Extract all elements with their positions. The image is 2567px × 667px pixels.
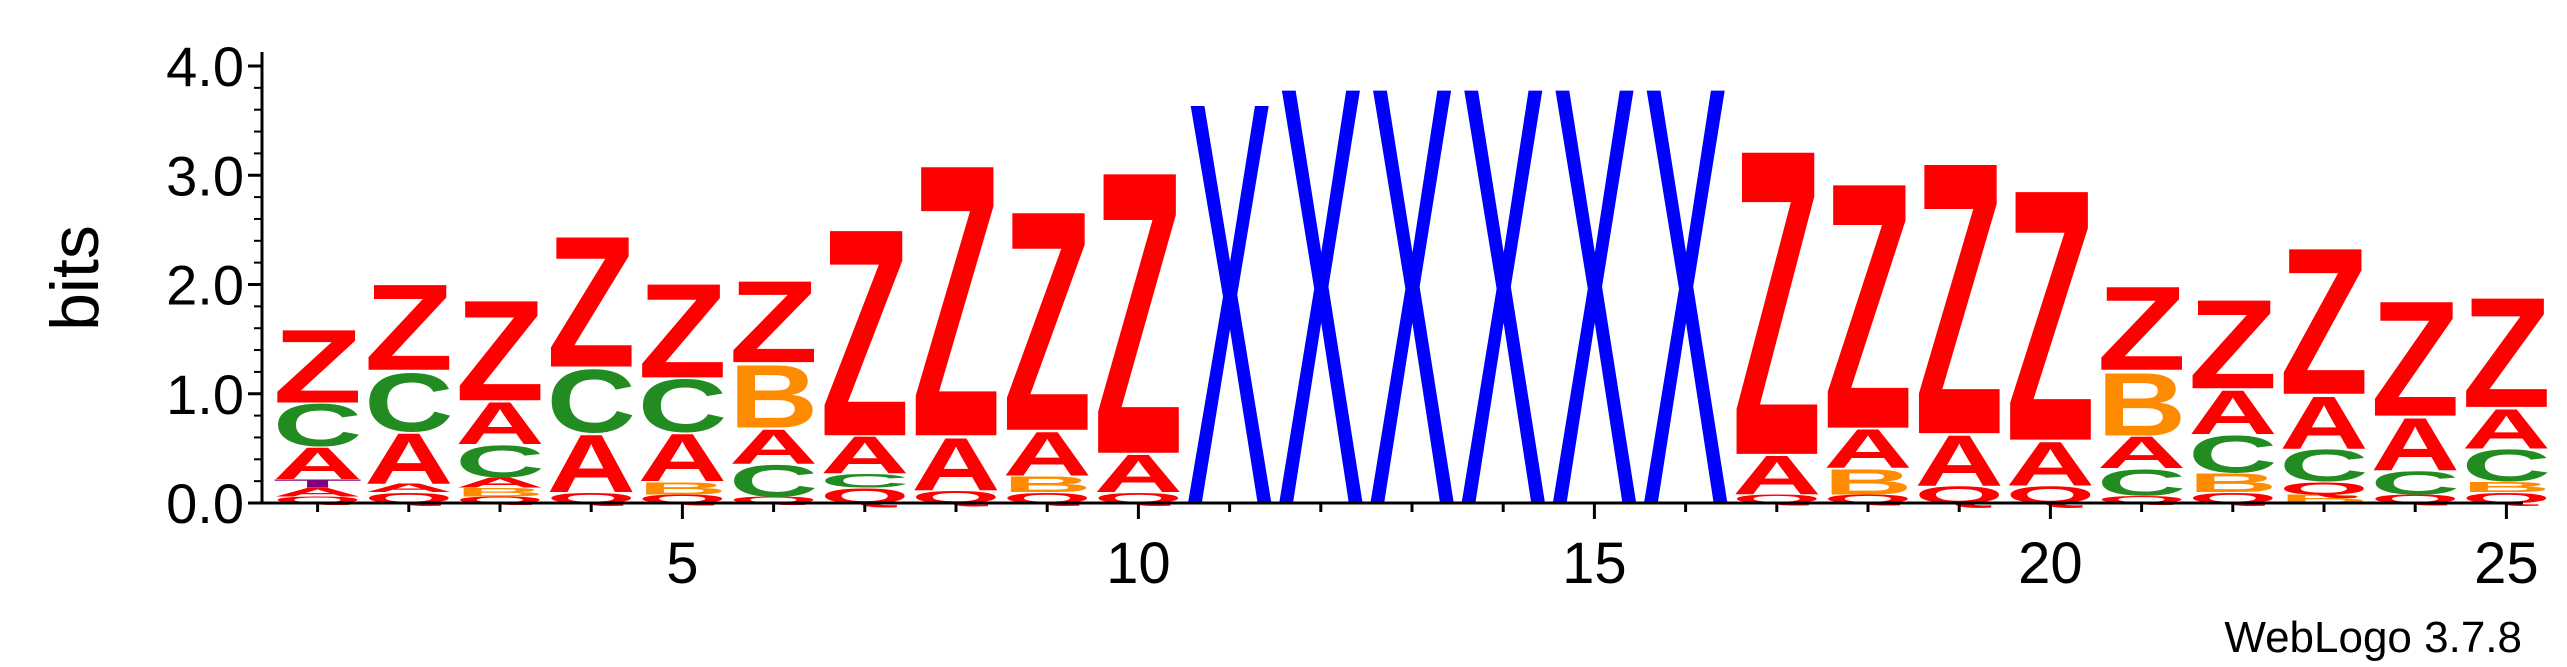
logo-letter-x: X	[1550, 0, 1639, 631]
logo-letter-z: Z	[2006, 116, 2095, 517]
logo-letter-a: A	[273, 438, 362, 488]
logo-letter-c: C	[729, 456, 818, 506]
logo-letter-a: A	[1003, 419, 1092, 490]
logo-letter-z: Z	[547, 197, 636, 407]
logo-letter-a: A	[1915, 421, 2004, 501]
x-tick-label: 20	[2018, 531, 2083, 596]
logo-letter-c: C	[2097, 462, 2186, 504]
logo-letter-z: Z	[2097, 262, 2186, 396]
logo-letter-z: Z	[2279, 205, 2368, 439]
logo-letter-a: A	[455, 474, 544, 491]
logo-letter-c: C	[547, 350, 636, 451]
logo-letter-a: A	[729, 419, 818, 474]
y-tick-label: 2.0	[166, 254, 244, 317]
logo-letter-c: C	[364, 355, 453, 449]
logo-letter-a: A	[547, 418, 636, 510]
logo-letter-a: A	[1732, 444, 1821, 506]
x-tick-label: 5	[666, 531, 698, 596]
logo-letter-a: A	[273, 486, 362, 499]
logo-letter-a: A	[455, 390, 544, 457]
logo-letter-z: Z	[2188, 274, 2277, 416]
logo-letter-c: C	[2371, 465, 2460, 502]
x-tick-label: 25	[2474, 531, 2539, 596]
logo-letter-z: Z	[820, 166, 909, 498]
logo-letter-x: X	[1367, 0, 1456, 631]
logo-letter-z: Z	[638, 255, 727, 406]
logo-letter-z: Z	[911, 84, 1000, 518]
logo-letter-c: C	[273, 392, 362, 459]
logo-letter-c: C	[638, 365, 727, 449]
weblogo-version: WebLogo 3.7.8	[2224, 613, 2522, 662]
y-tick-label: 3.0	[166, 144, 244, 207]
logo-letter-c: C	[820, 470, 909, 492]
logo-letter-z: Z	[1094, 88, 1183, 539]
logo-letter-x: X	[1459, 0, 1548, 631]
logo-letter-z: Z	[455, 270, 544, 431]
logo-letter-b: B	[2462, 478, 2551, 495]
logo-letter-z: Z	[1732, 59, 1821, 547]
logo-letter-z: Z	[2371, 266, 2460, 450]
logo-letter-a: A	[1094, 444, 1183, 504]
x-tick-label: 10	[1106, 531, 1171, 596]
logo-letter-x: X	[1641, 0, 1730, 631]
logo-letter-b: B	[455, 486, 544, 499]
logo-letter-t: T	[273, 477, 362, 490]
logo-letter-b: B	[729, 346, 818, 447]
logo-letter-b: B	[2188, 468, 2277, 498]
x-axis-ticks: 5 10 15 20 25	[316, 503, 2539, 596]
logo-letter-a: A	[638, 421, 727, 496]
logo-letter-z: Z	[729, 257, 818, 388]
logo-letter-q: Q	[273, 495, 362, 505]
logo-letter-z: Z	[273, 308, 362, 425]
logo-letter-a: A	[1823, 418, 1912, 480]
logo-letter-a: A	[2097, 427, 2186, 477]
logo-letter-q: Q	[2097, 494, 2186, 506]
logo-letter-a: A	[911, 422, 1000, 506]
y-tick-label: 1.0	[166, 363, 244, 426]
logo-letter-b: B	[1823, 462, 1912, 502]
logo-letter-a: A	[364, 419, 453, 499]
logo-letter-z: Z	[1823, 110, 1912, 503]
logo-letter-b: B	[2097, 354, 2186, 455]
logo-letter-c: C	[2462, 441, 2551, 491]
y-tick-label: 4.0	[166, 35, 244, 98]
logo-letter-b: B	[1003, 472, 1092, 497]
logo-letter-a: A	[820, 427, 909, 486]
logo-letter-z: Z	[364, 259, 453, 397]
logo-letter-x: X	[1185, 0, 1274, 626]
logo-letter-a: A	[2279, 381, 2368, 465]
logo-letter-z: Z	[1003, 145, 1092, 497]
logo-letter-c: C	[455, 436, 544, 486]
logo-letter-q: Q	[455, 495, 544, 505]
logo-letter-a: A	[2462, 397, 2551, 460]
logo-letter-z: Z	[2462, 266, 2551, 441]
y-axis-label: bits	[37, 225, 113, 331]
logo-letter-x: X	[1276, 0, 1365, 631]
logo-letter-q: Q	[729, 495, 818, 505]
logo-letter-a: A	[2371, 403, 2460, 487]
logo-letter-a: A	[2006, 428, 2095, 499]
y-tick-label: 0.0	[166, 472, 244, 535]
y-axis-ticks: 0.0 1.0 2.0 3.0 4.0	[166, 35, 262, 535]
logo-letter-c: C	[2188, 425, 2277, 484]
logo-letter-a: A	[364, 481, 453, 494]
x-tick-label: 15	[1562, 531, 1627, 596]
logo-letter-c: C	[2279, 441, 2368, 491]
logo-letter-q: Q	[2279, 478, 2368, 498]
logo-letter-b: B	[638, 478, 727, 498]
logo-letter-a: A	[2188, 377, 2277, 448]
logo-letter-z: Z	[1915, 82, 2004, 516]
